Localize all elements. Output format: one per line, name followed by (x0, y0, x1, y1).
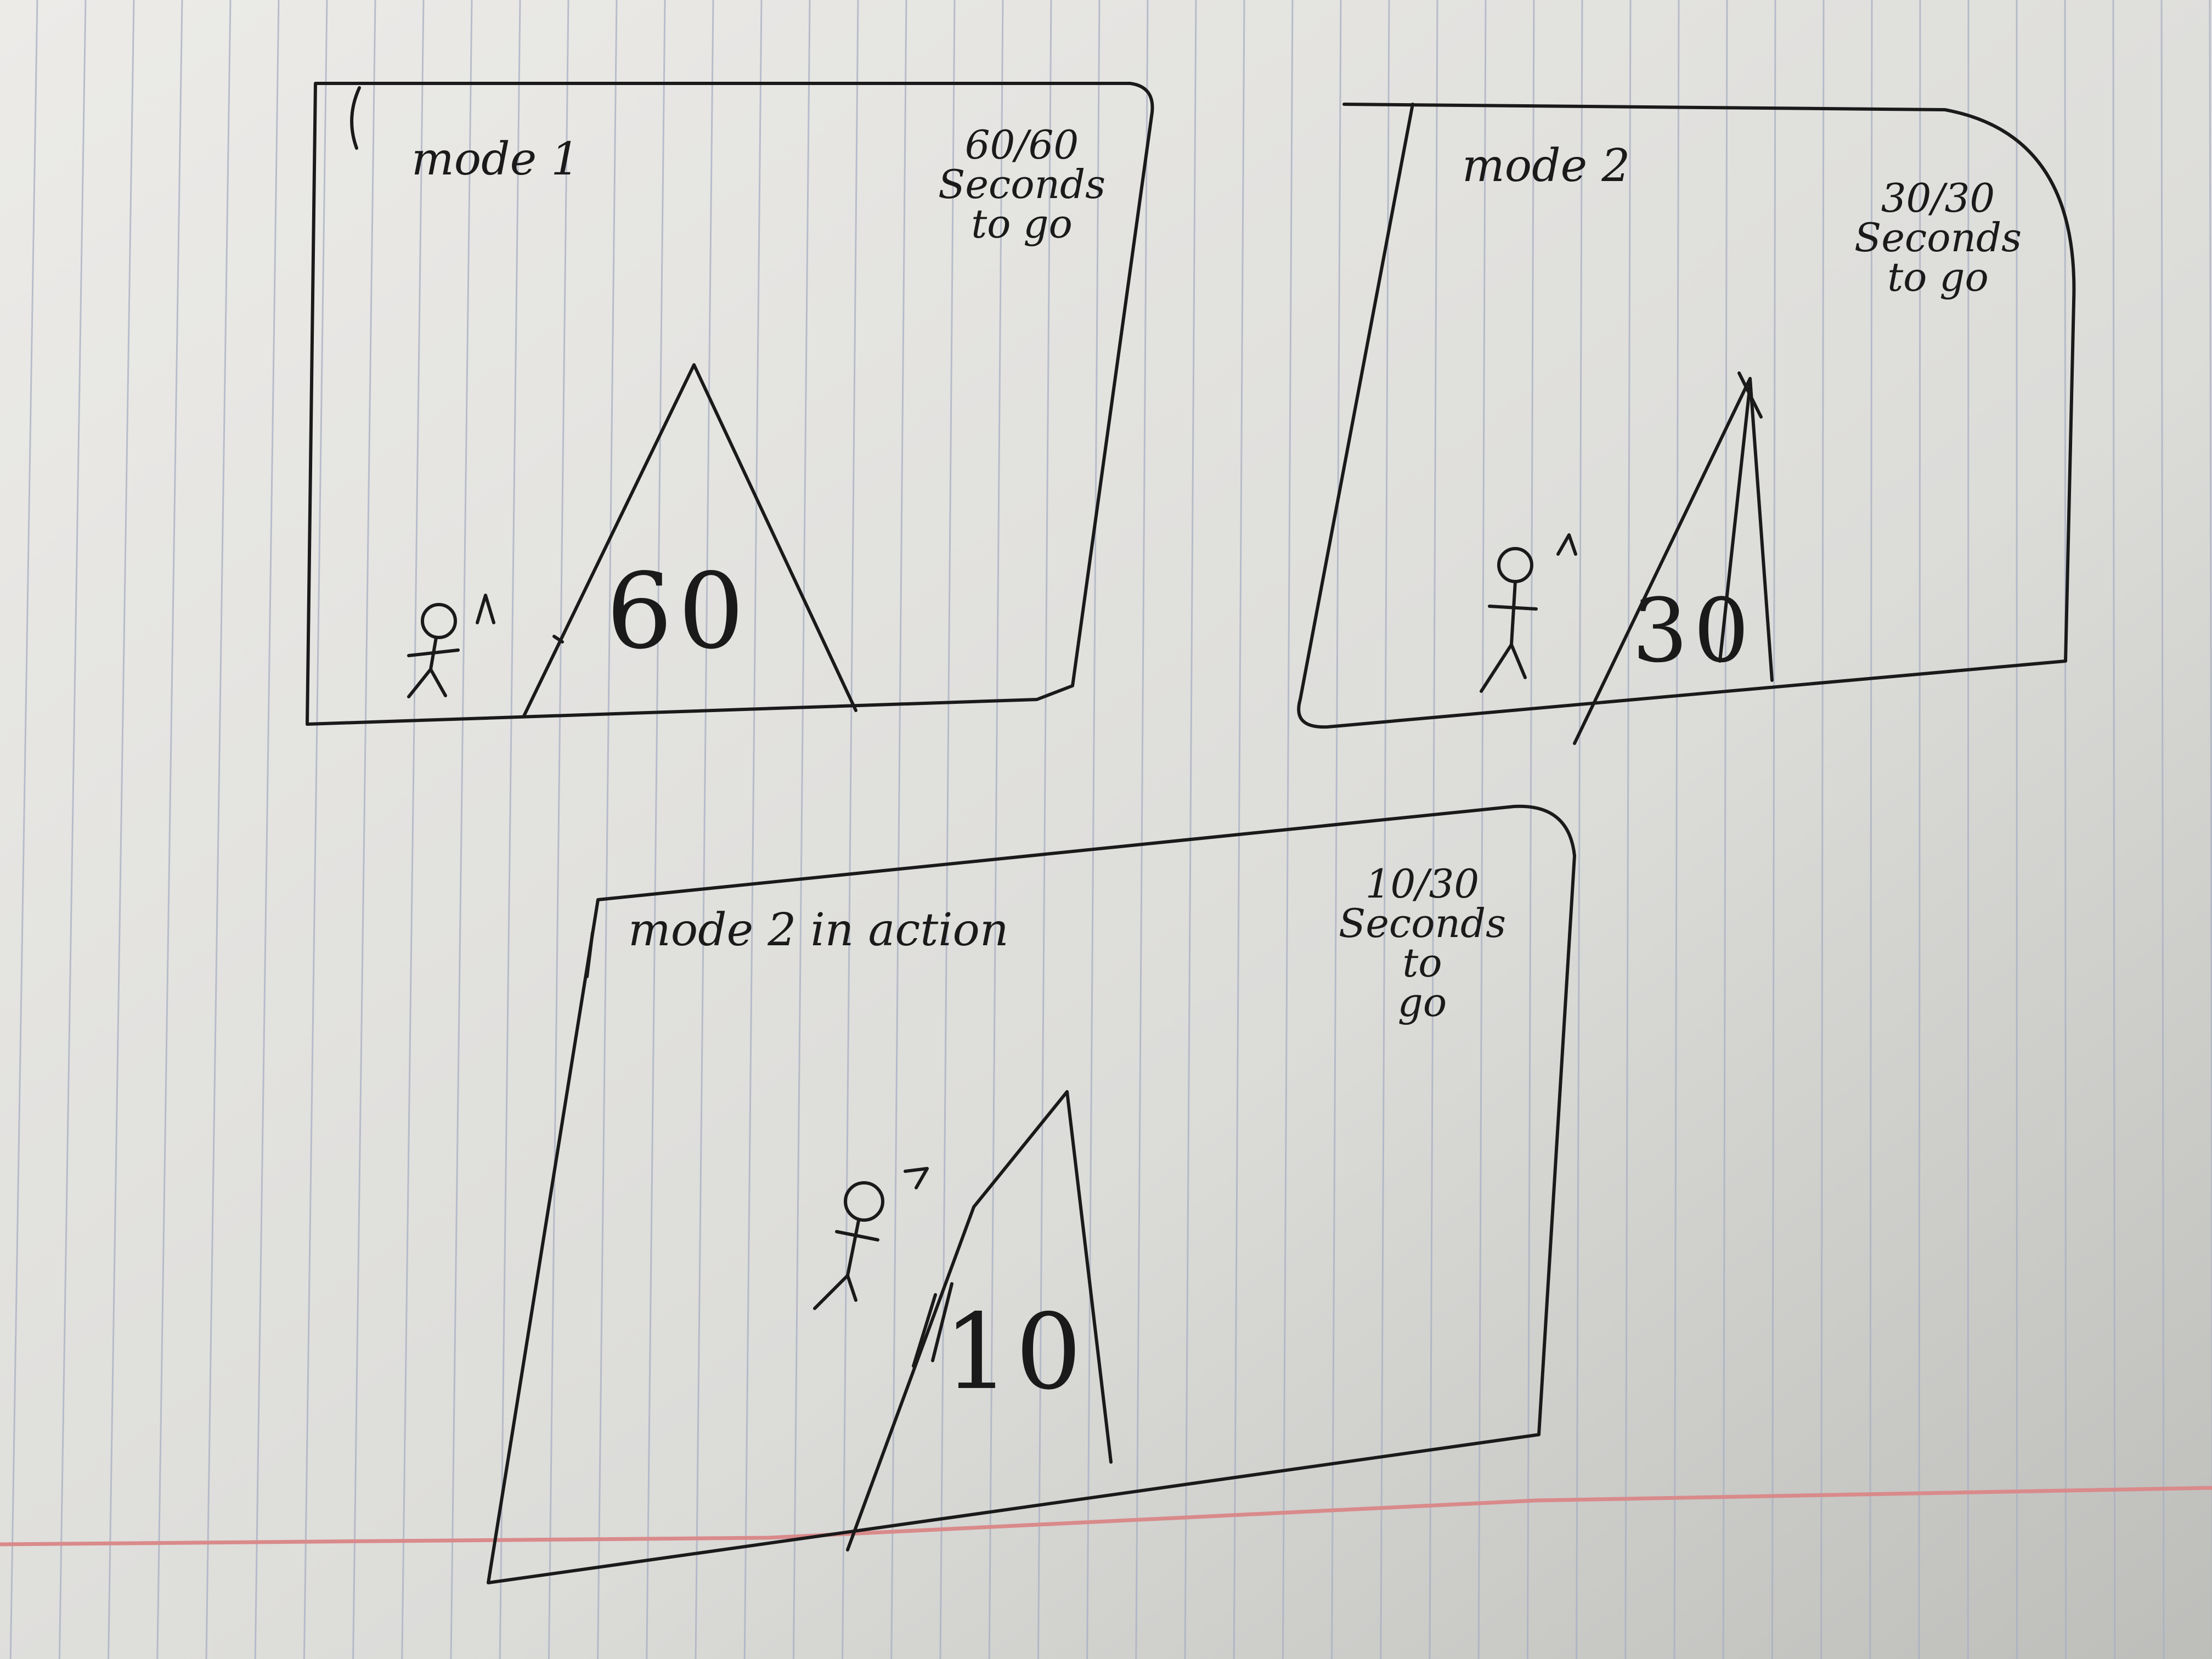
mode2-mountain-number: 30 (1632, 579, 1755, 682)
ruled-line (842, 0, 859, 1659)
mode1-label: mode 1 (411, 133, 580, 185)
ruled-line (156, 0, 183, 1659)
ruled-line (890, 0, 907, 1659)
mode2-action-caption-1: Seconds (1339, 900, 1506, 946)
ruled-line (450, 0, 473, 1659)
ruled-line (548, 0, 569, 1659)
ruled-line (1771, 0, 1776, 1659)
ruled-line (2112, 0, 2116, 1659)
ruled-line (743, 0, 763, 1659)
mode1-mountain-number: 60 (606, 551, 750, 672)
ruled-line (1576, 0, 1583, 1659)
ruled-line (1233, 0, 1245, 1659)
mode1-stick-figure (407, 594, 495, 698)
mode2-action-counter: 10/30 (1365, 861, 1480, 907)
ruled-line (303, 0, 328, 1659)
ruled-line (1135, 0, 1149, 1659)
ruled-line (2064, 0, 2067, 1659)
mode2-action-countdown: 10/30 Seconds to go (1339, 864, 1506, 1022)
ruled-line (58, 0, 87, 1659)
ruled-line (401, 0, 425, 1659)
ruled-line (499, 0, 521, 1659)
ruled-line (939, 0, 956, 1659)
mode2-action-mountain (846, 1090, 1113, 1551)
ruled-line (988, 0, 1004, 1659)
ruled-line (1673, 0, 1680, 1659)
mode1-frame (306, 82, 1154, 726)
mode1-countdown: 60/60 Seconds to go (938, 125, 1105, 244)
ruled-line (2160, 0, 2165, 1659)
ruled-line (1331, 0, 1342, 1659)
mode2-caption-1: Seconds (1854, 215, 2022, 261)
ruled-line (254, 0, 280, 1659)
mode2-action-label: mode 2 in action (628, 904, 1009, 956)
ruled-line (352, 0, 376, 1659)
ruled-line (1477, 0, 1487, 1659)
ruled-line (597, 0, 618, 1659)
ruled-line (1722, 0, 1728, 1659)
ruled-line (1380, 0, 1390, 1659)
red-margin-line (0, 1486, 2212, 1547)
ruled-line (695, 0, 714, 1659)
ruled-line (1918, 0, 1921, 1659)
mode2-counter: 30/30 (1881, 175, 1995, 221)
mode2-action-caption-3: go (1397, 979, 1447, 1025)
ruled-line (1429, 0, 1438, 1659)
mode2-action-stick-figure (813, 1167, 929, 1310)
ruled-line (792, 0, 811, 1659)
ruled-line (1526, 0, 1535, 1659)
ruled-line (205, 0, 232, 1659)
ruled-line (646, 0, 666, 1659)
mode2-label: mode 2 (1462, 140, 1630, 192)
ruled-line (1624, 0, 1632, 1659)
mode2-action-caption-2: to (1402, 940, 1442, 986)
ruled-line (1184, 0, 1197, 1659)
ruled-line (1037, 0, 1052, 1659)
mode2-action-frame (487, 804, 1576, 1584)
mode2-caption-2: to go (1887, 254, 1989, 300)
mode1-mountain (522, 363, 857, 718)
mode1-caption-2: to go (971, 201, 1073, 247)
ruled-line (2209, 0, 2212, 1659)
mode2-action-mountain-number: 10 (944, 1291, 1087, 1413)
ruled-line (1820, 0, 1825, 1659)
ruled-line (9, 0, 38, 1659)
mode2-mountain (1573, 371, 1774, 745)
mode1-counter: 60/60 (964, 122, 1079, 168)
mode1-caption-1: Seconds (938, 161, 1106, 207)
mode2-countdown: 30/30 Seconds to go (1854, 178, 2022, 297)
ruled-line (1869, 0, 1873, 1659)
mode2-frame (1297, 103, 2076, 729)
mode2-stick-figure (1480, 533, 1577, 693)
ruled-line (1086, 0, 1101, 1659)
ruled-line (108, 0, 135, 1659)
